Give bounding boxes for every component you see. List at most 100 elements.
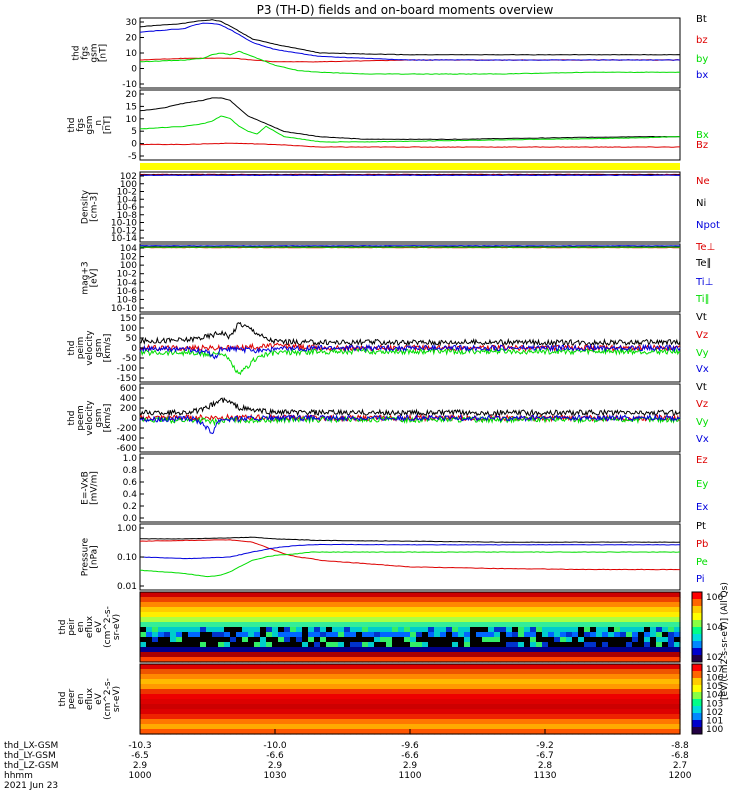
spectrogram-cell xyxy=(500,709,507,715)
spectrogram-cell xyxy=(368,694,375,700)
spectrogram-cell xyxy=(548,704,555,710)
spectrogram-cell xyxy=(482,612,489,618)
spectrogram-cell xyxy=(296,664,303,670)
spectrogram-cell xyxy=(266,669,273,675)
spectrogram-cell xyxy=(446,664,453,670)
spectrogram-cell xyxy=(644,652,651,658)
spectrogram-cell xyxy=(320,699,327,705)
spectrogram-cell xyxy=(506,684,513,690)
spectrogram-cell xyxy=(146,622,153,628)
spectrogram-cell xyxy=(566,592,573,598)
legend-label: Pb xyxy=(696,539,708,550)
spectrogram-cell xyxy=(578,689,585,695)
spectrogram-cell xyxy=(578,597,585,603)
spectrogram-cell xyxy=(254,664,261,670)
spectrogram-cell xyxy=(572,592,579,598)
spectrogram-cell xyxy=(446,602,453,608)
spectrogram-cell xyxy=(572,602,579,608)
spectrogram-cell xyxy=(536,694,543,700)
spectrogram-cell xyxy=(272,627,279,633)
spectrogram-cell xyxy=(218,719,225,725)
spectrogram-cell xyxy=(530,719,537,725)
spectrogram-cell xyxy=(272,664,279,670)
spectrogram-cell xyxy=(542,689,549,695)
y-axis-label-line: [nT] xyxy=(99,44,109,62)
spectrogram-cell xyxy=(638,642,645,648)
spectrogram-cell xyxy=(194,679,201,685)
spectrogram-cell xyxy=(470,627,477,633)
spectrogram-cell xyxy=(248,719,255,725)
spectrogram-cell xyxy=(200,632,207,638)
spectrogram-cell xyxy=(218,724,225,730)
spectrogram-cell xyxy=(572,642,579,648)
spectrogram-cell xyxy=(140,622,147,628)
spectrogram-cell xyxy=(248,704,255,710)
spectrogram-cell xyxy=(644,632,651,638)
spectrogram-cell xyxy=(632,674,639,680)
y-tick-label: 0.2 xyxy=(123,502,137,512)
spectrogram-cell xyxy=(614,642,621,648)
spectrogram-cell xyxy=(338,642,345,648)
spectrogram-cell xyxy=(398,592,405,598)
spectrogram-cell xyxy=(368,592,375,598)
spectrogram-cell xyxy=(374,622,381,628)
spectrogram-cell xyxy=(266,637,273,643)
spectrogram-cell xyxy=(332,597,339,603)
spectrogram-cell xyxy=(224,694,231,700)
spectrogram-cell xyxy=(638,694,645,700)
y-axis-label-line: [eV] xyxy=(90,269,100,288)
spectrogram-cell xyxy=(434,669,441,675)
spectrogram-cell xyxy=(392,622,399,628)
spectrogram-cell xyxy=(260,607,267,613)
spectrogram-cell xyxy=(578,602,585,608)
spectrogram-cell xyxy=(338,684,345,690)
spectrogram-cell xyxy=(338,602,345,608)
spectrogram-cell xyxy=(488,664,495,670)
spectrogram-cell xyxy=(452,617,459,623)
spectrogram-cell xyxy=(572,632,579,638)
spectrogram-cell xyxy=(248,652,255,658)
spectrogram-cell xyxy=(458,632,465,638)
spectrogram-cell xyxy=(482,602,489,608)
spectrogram-cell xyxy=(500,704,507,710)
spectrogram-cell xyxy=(662,652,669,658)
spectrogram-cell xyxy=(146,709,153,715)
spectrogram-cell xyxy=(446,724,453,730)
spectrogram-cell xyxy=(380,627,387,633)
spectrogram-cell xyxy=(140,642,147,648)
spectrogram-cell xyxy=(428,714,435,720)
spectrogram-cell xyxy=(458,719,465,725)
spectrogram-cell xyxy=(338,652,345,658)
spectrogram-cell xyxy=(326,592,333,598)
spectrogram-cell xyxy=(200,699,207,705)
spectrogram-cell xyxy=(386,689,393,695)
spectrogram-cell xyxy=(548,632,555,638)
spectrogram-cell xyxy=(152,679,159,685)
spectrogram-cell xyxy=(566,679,573,685)
y-tick-label: -5 xyxy=(128,152,137,162)
legend-label: Vy xyxy=(696,348,709,359)
spectrogram-cell xyxy=(590,637,597,643)
spectrogram-cell xyxy=(596,627,603,633)
spectrogram-cell xyxy=(260,679,267,685)
spectrogram-cell xyxy=(326,652,333,658)
spectrogram-cell xyxy=(476,637,483,643)
spectrogram-cell xyxy=(416,689,423,695)
spectrogram-cell xyxy=(656,724,663,730)
spectrogram-cell xyxy=(398,607,405,613)
spectrogram-cell xyxy=(446,689,453,695)
spectrogram-cell xyxy=(524,714,531,720)
spectrogram-cell xyxy=(302,652,309,658)
spectrogram-cell xyxy=(314,637,321,643)
colorbar-swatch xyxy=(692,592,702,600)
spectrogram-cell xyxy=(482,704,489,710)
spectrogram-cell xyxy=(440,602,447,608)
spectrogram-cell xyxy=(560,689,567,695)
spectrogram-cell xyxy=(464,647,471,653)
spectrogram-cell xyxy=(668,652,675,658)
spectrogram-cell xyxy=(146,612,153,618)
spectrogram-cell xyxy=(590,652,597,658)
spectrogram-cell xyxy=(314,704,321,710)
spectrogram-cell xyxy=(410,612,417,618)
spectrogram-cell xyxy=(662,714,669,720)
